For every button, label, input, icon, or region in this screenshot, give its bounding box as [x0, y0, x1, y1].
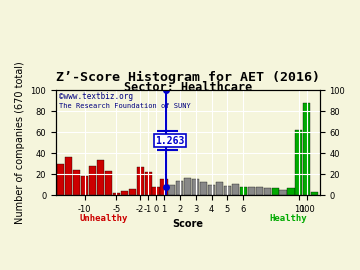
Bar [295, 130, 302, 195]
Bar [152, 187, 159, 195]
Bar [161, 179, 167, 195]
Bar [81, 176, 88, 195]
Bar [240, 187, 247, 195]
Bar [271, 188, 279, 195]
Text: Sector: Healthcare: Sector: Healthcare [123, 81, 252, 94]
Bar [200, 183, 207, 195]
Bar [57, 164, 64, 195]
Text: Unhealthy: Unhealthy [79, 214, 128, 223]
Bar [208, 185, 215, 195]
Bar [311, 192, 318, 195]
Bar [136, 167, 144, 195]
Bar [287, 188, 294, 195]
Bar [232, 184, 239, 195]
Bar [113, 193, 120, 195]
Bar [129, 189, 136, 195]
Bar [121, 191, 128, 195]
Bar [224, 186, 231, 195]
Bar [216, 183, 223, 195]
Bar [279, 190, 287, 195]
Bar [303, 103, 310, 195]
Text: The Research Foundation of SUNY: The Research Foundation of SUNY [59, 103, 190, 109]
Y-axis label: Number of companies (670 total): Number of companies (670 total) [15, 61, 25, 224]
Bar [65, 157, 72, 195]
Bar [97, 160, 104, 195]
Text: Z’-Score Histogram for AET (2016): Z’-Score Histogram for AET (2016) [56, 71, 320, 85]
Text: ©www.textbiz.org: ©www.textbiz.org [59, 92, 133, 101]
Bar [192, 179, 199, 195]
Bar [168, 185, 175, 195]
Bar [89, 166, 96, 195]
Bar [264, 188, 271, 195]
Bar [248, 187, 255, 195]
Bar [256, 187, 263, 195]
Text: Healthy: Healthy [269, 214, 307, 223]
X-axis label: Score: Score [172, 219, 203, 229]
Bar [184, 178, 192, 195]
Bar [144, 172, 152, 195]
Bar [176, 181, 183, 195]
Bar [105, 171, 112, 195]
Bar [73, 170, 80, 195]
Text: 1.263: 1.263 [155, 136, 185, 146]
